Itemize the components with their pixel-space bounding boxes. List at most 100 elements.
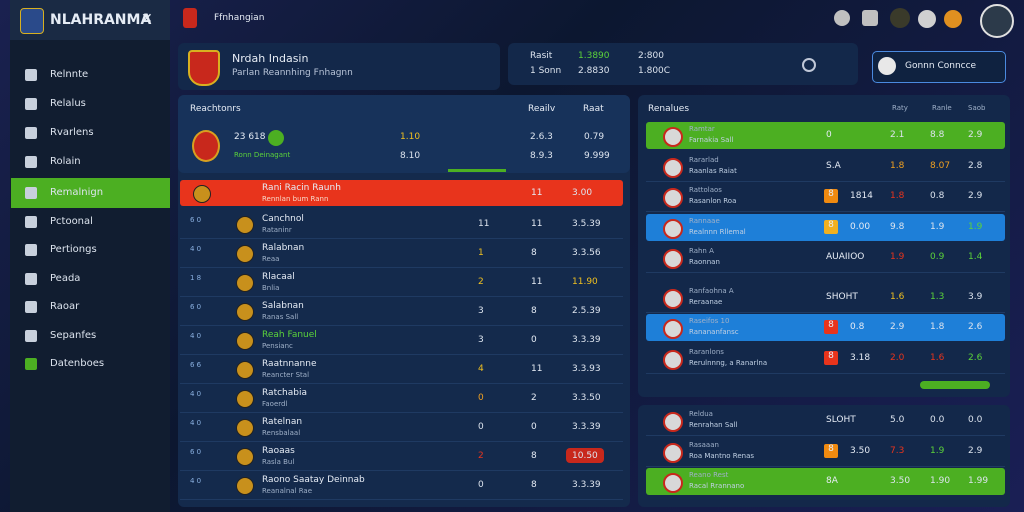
team-sub: Reancter Stal xyxy=(262,371,310,379)
nav-item[interactable]: Remalnign xyxy=(50,187,104,198)
team-sub: Racal Rrannano xyxy=(689,482,745,490)
value: 0 xyxy=(478,422,484,432)
row-divider xyxy=(646,372,1005,374)
team-sub: Renrahan Sall xyxy=(689,421,738,429)
value: 3.50 xyxy=(850,445,871,456)
summary-value: 2.6.3 xyxy=(530,132,553,142)
stats-card xyxy=(508,43,858,85)
button-icon xyxy=(878,57,896,75)
value: 0.8 xyxy=(850,322,865,332)
team-sub: Reaa xyxy=(262,255,280,263)
close-button[interactable]: ✕ xyxy=(141,11,153,27)
value: 1.8 xyxy=(930,322,945,332)
team-icon xyxy=(663,249,683,269)
value: 10.50 xyxy=(572,451,598,461)
stat: 2:800 xyxy=(638,51,664,61)
row-divider xyxy=(646,435,1005,436)
button[interactable] xyxy=(872,51,1006,83)
icon[interactable] xyxy=(862,10,878,26)
row-highlight xyxy=(180,180,623,206)
nav-item[interactable]: Rvarlens xyxy=(50,127,94,138)
nav-item[interactable]: Pctoonal xyxy=(50,216,93,227)
team-icon xyxy=(663,188,683,208)
value: 4 xyxy=(478,364,484,374)
value-pill xyxy=(566,448,604,463)
team-name: Rasaaan xyxy=(689,440,719,449)
value: 2 xyxy=(478,451,484,461)
value: 8A xyxy=(826,476,838,486)
nav-icon xyxy=(25,127,37,139)
value: 8 xyxy=(531,480,537,490)
summary-value: 8.9.3 xyxy=(530,151,553,161)
value: 0.0 xyxy=(968,415,983,425)
value: 2.6 xyxy=(968,352,983,363)
rank: 4 0 xyxy=(190,419,202,427)
icon[interactable] xyxy=(834,10,850,26)
value: 3 xyxy=(478,335,484,345)
column: Raty xyxy=(892,104,908,112)
nav-item[interactable]: Relalus xyxy=(50,98,86,109)
team-name: Raoaas xyxy=(262,446,295,456)
value: 11 xyxy=(478,219,490,229)
value: 2.9 xyxy=(968,445,983,456)
value: 2.0 xyxy=(890,352,905,363)
value: 1.3 xyxy=(930,291,945,302)
team-name: Canchnol xyxy=(262,214,304,224)
value: 1.6 xyxy=(930,352,945,363)
icon[interactable] xyxy=(890,8,910,28)
value: 8 xyxy=(531,451,537,461)
search-icon[interactable] xyxy=(802,58,816,72)
nav-item[interactable]: Datenboes xyxy=(50,358,105,369)
team-sub: Pensianc xyxy=(262,342,293,350)
team-sub: Rensbalaal xyxy=(262,429,301,437)
team-sub: Rasanlon Roa xyxy=(689,197,737,205)
rank: 4 0 xyxy=(190,245,202,253)
team-name: Reah Fanuel xyxy=(262,330,317,340)
team-icon xyxy=(236,245,254,263)
nav-item[interactable]: Sepanfes xyxy=(50,330,97,341)
value: 8 xyxy=(531,248,537,258)
value: 3.3.39 xyxy=(572,422,601,432)
nav-item[interactable]: Rolain xyxy=(50,156,81,167)
value: 11.90 xyxy=(572,277,598,287)
team-sub: Faoerdl xyxy=(262,400,288,408)
row-divider xyxy=(646,180,1005,182)
value: 11 xyxy=(531,188,543,198)
icon[interactable] xyxy=(918,10,936,28)
summary-value: 1.10 xyxy=(400,132,421,142)
panel-title: Reachtonrs xyxy=(190,104,241,114)
value: 3.3.93 xyxy=(572,364,601,374)
nav-item[interactable]: Relnnte xyxy=(50,69,89,80)
value: 1.99 xyxy=(968,476,989,486)
button-label[interactable]: Gonnn Conncce xyxy=(905,61,977,71)
team-name: Reldua xyxy=(689,410,713,418)
value: 3.00 xyxy=(572,188,593,198)
value: 2.8 xyxy=(968,160,983,171)
team-sub: Rerulnnng, a Ranarlna xyxy=(689,358,768,367)
logo-icon xyxy=(20,8,44,34)
value: 3.18 xyxy=(850,352,871,363)
stat: 2.8830 xyxy=(578,66,610,76)
team-name: Rannaae xyxy=(689,216,720,225)
avatar[interactable] xyxy=(980,4,1014,38)
value: 2 xyxy=(478,277,484,287)
value: 1.9 xyxy=(930,445,945,456)
team-sub: Rasla Bul xyxy=(262,458,295,466)
icon[interactable] xyxy=(944,10,962,28)
rank: 4 0 xyxy=(190,332,202,340)
team-sub: Rataninr xyxy=(262,226,292,234)
team-sub: Reraanae xyxy=(689,297,723,306)
team-name: Ranfaohna A xyxy=(689,286,734,295)
nav-icon xyxy=(25,69,37,81)
row-divider xyxy=(646,311,1005,313)
nav-item[interactable]: Raoar xyxy=(50,301,80,312)
team-sub: Ranananfansc xyxy=(689,328,739,336)
nav-item[interactable]: Peada xyxy=(50,273,81,284)
team-icon xyxy=(193,185,211,203)
team-name: Raatnnanne xyxy=(262,359,317,369)
value: 3.3.39 xyxy=(572,335,601,345)
team-icon xyxy=(663,473,683,493)
summary-name: Ronn Deinagant xyxy=(234,151,291,159)
team-name: Raseifos 10 xyxy=(689,317,730,325)
nav-item[interactable]: Pertiongs xyxy=(50,244,97,255)
